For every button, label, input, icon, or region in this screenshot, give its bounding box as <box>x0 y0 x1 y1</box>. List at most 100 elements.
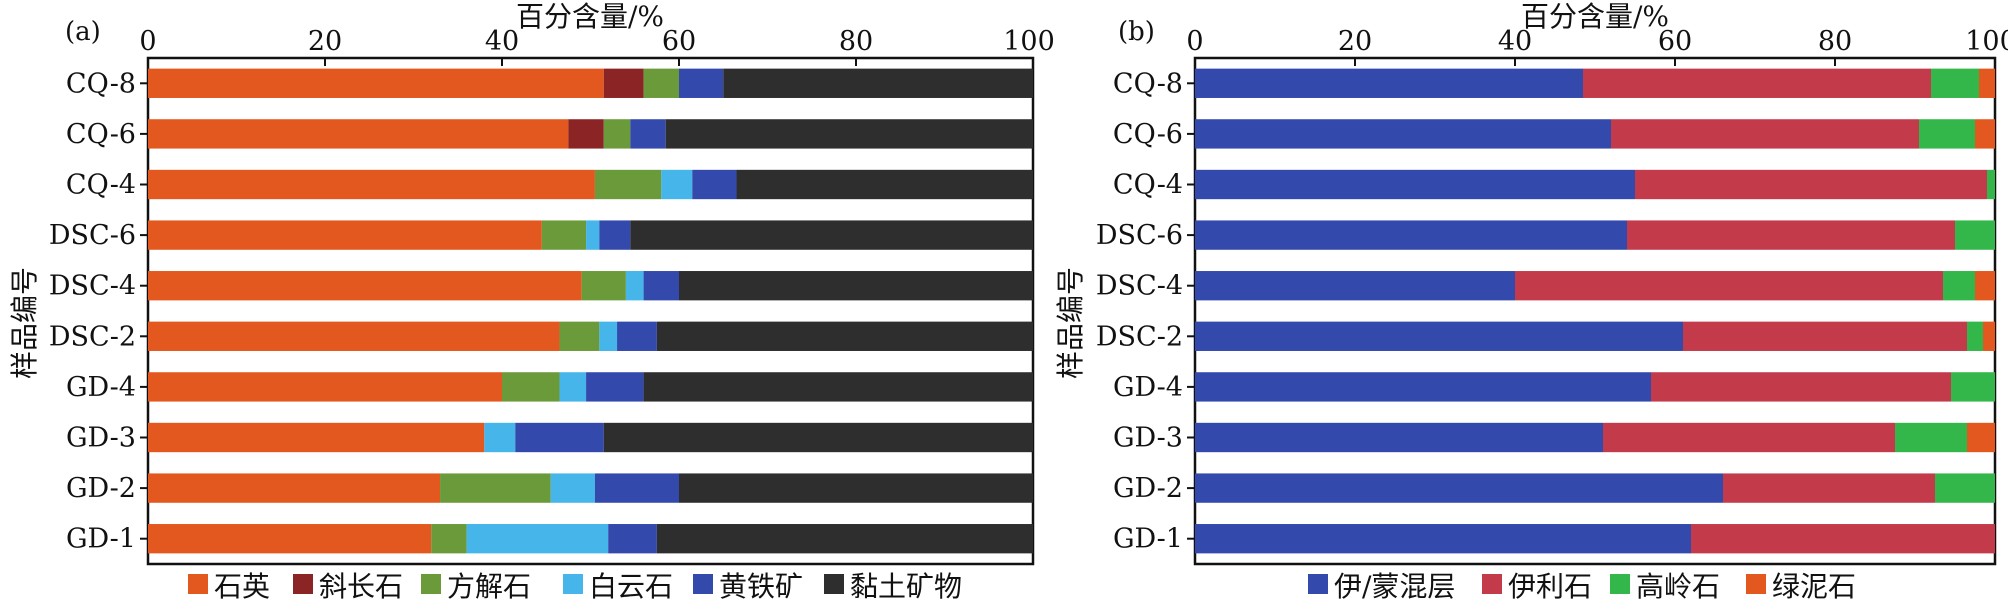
bar-segment <box>1975 271 1995 301</box>
bar-segment <box>550 473 595 503</box>
bar-segment <box>1943 271 1975 301</box>
bar-segment <box>594 473 679 503</box>
bar-segment <box>148 119 569 149</box>
category-label: CQ-8 <box>1113 68 1183 99</box>
category-label: GD-4 <box>1113 372 1183 403</box>
bar-segment <box>656 321 1033 351</box>
bar-segment <box>1895 422 1967 453</box>
category-label: DSC-4 <box>1096 271 1183 302</box>
bar-segment <box>541 220 587 250</box>
bar-segment <box>679 473 1033 503</box>
bar-segment <box>559 372 587 402</box>
category-label: GD-2 <box>66 473 136 504</box>
bar-segment <box>1967 321 1983 351</box>
legend-swatch <box>421 574 441 594</box>
bar-segment <box>1651 372 1951 402</box>
bar-segment <box>581 271 626 301</box>
bar-segment <box>1983 321 1995 351</box>
bar-segment <box>148 524 432 554</box>
category-label: CQ-6 <box>1113 119 1183 150</box>
x-tick-label: 40 <box>485 26 519 57</box>
bar-segment <box>1975 119 1995 149</box>
bar-segment <box>148 321 560 351</box>
bar-segment <box>661 169 693 200</box>
bar-segment <box>1195 524 1691 554</box>
legend-swatch <box>824 574 844 594</box>
bar-segment <box>1635 169 1987 200</box>
bar-segment <box>630 220 1033 250</box>
bar-segment <box>148 220 542 250</box>
x-tick-label: 100 <box>1965 26 2008 57</box>
legend-label: 石英 <box>214 570 270 603</box>
legend-label: 白云石 <box>589 570 673 603</box>
x-tick-label: 40 <box>1498 26 1532 57</box>
bar-segment <box>586 220 600 250</box>
legend-swatch <box>693 574 713 594</box>
bar-segment <box>643 68 679 98</box>
bar-segment <box>1935 473 1995 503</box>
category-label: CQ-8 <box>66 68 136 99</box>
x-tick-label: 60 <box>1658 26 1692 57</box>
bar-segment <box>643 271 679 301</box>
bar-segment <box>148 169 595 200</box>
panel-label: (a) <box>65 17 101 47</box>
category-label: CQ-4 <box>1113 170 1183 201</box>
bar-segment <box>1195 422 1603 453</box>
bar-segment <box>148 372 502 402</box>
x-axis-title: 百分含量/% <box>516 0 664 33</box>
bar-segment <box>1931 68 1979 98</box>
bar-segment <box>594 169 662 200</box>
x-tick-label: 80 <box>839 26 873 57</box>
legend-label: 高岭石 <box>1636 570 1720 603</box>
bar-segment <box>1603 422 1895 453</box>
bar-segment <box>1987 169 1995 200</box>
bar-segment <box>431 524 467 554</box>
bar-segment <box>617 321 657 351</box>
category-label: DSC-4 <box>49 271 136 302</box>
bar-segment <box>630 119 666 149</box>
x-tick-label: 100 <box>1003 26 1055 57</box>
x-tick-label: 0 <box>139 26 156 57</box>
x-tick-label: 80 <box>1818 26 1852 57</box>
bar-segment <box>1195 119 1611 149</box>
chart-panel-a: 0 20 40 60 80 100 百分含量/% (a) 样品编号 CQ-8 CQ-6 CQ-4 DSC… <box>8 0 1055 603</box>
bar-segment <box>466 524 609 554</box>
bar-segment <box>603 119 631 149</box>
legend-swatch <box>563 574 583 594</box>
bar-segment <box>625 271 644 301</box>
legend-label: 伊/蒙混层 <box>1334 570 1455 603</box>
x-tick-label: 20 <box>1338 26 1372 57</box>
category-label: GD-4 <box>66 372 136 403</box>
bar-segment <box>1979 68 1995 98</box>
bar-segment <box>679 68 724 98</box>
bar-segment <box>1195 372 1651 402</box>
plot-frame <box>1193 56 1997 566</box>
bar-segment <box>603 68 644 98</box>
bar-segment <box>656 524 1033 554</box>
category-label: GD-2 <box>1113 473 1183 504</box>
bar-segment <box>692 169 737 200</box>
legend-label: 斜长石 <box>319 570 403 603</box>
bar-segment <box>608 524 657 554</box>
x-tick-label: 20 <box>308 26 342 57</box>
bar-segment <box>148 422 485 453</box>
bar-segment <box>1627 220 1955 250</box>
bar-segment <box>736 169 1033 200</box>
bar-segment <box>148 473 441 503</box>
bar-segment <box>148 68 604 98</box>
legend-swatch <box>1308 574 1328 594</box>
legend-swatch <box>1482 574 1502 594</box>
bar-segment <box>559 321 600 351</box>
bar-segment <box>1951 372 1995 402</box>
legend-swatch <box>293 574 313 594</box>
x-axis-title: 百分含量/% <box>1521 0 1669 33</box>
bar-segment <box>643 372 1033 402</box>
bar-segment <box>586 372 644 402</box>
bar-segment <box>1955 220 1995 250</box>
category-label: DSC-2 <box>49 321 136 352</box>
bar-segment <box>603 422 1033 453</box>
bar-segment <box>599 220 631 250</box>
bar-segment <box>665 119 1033 149</box>
